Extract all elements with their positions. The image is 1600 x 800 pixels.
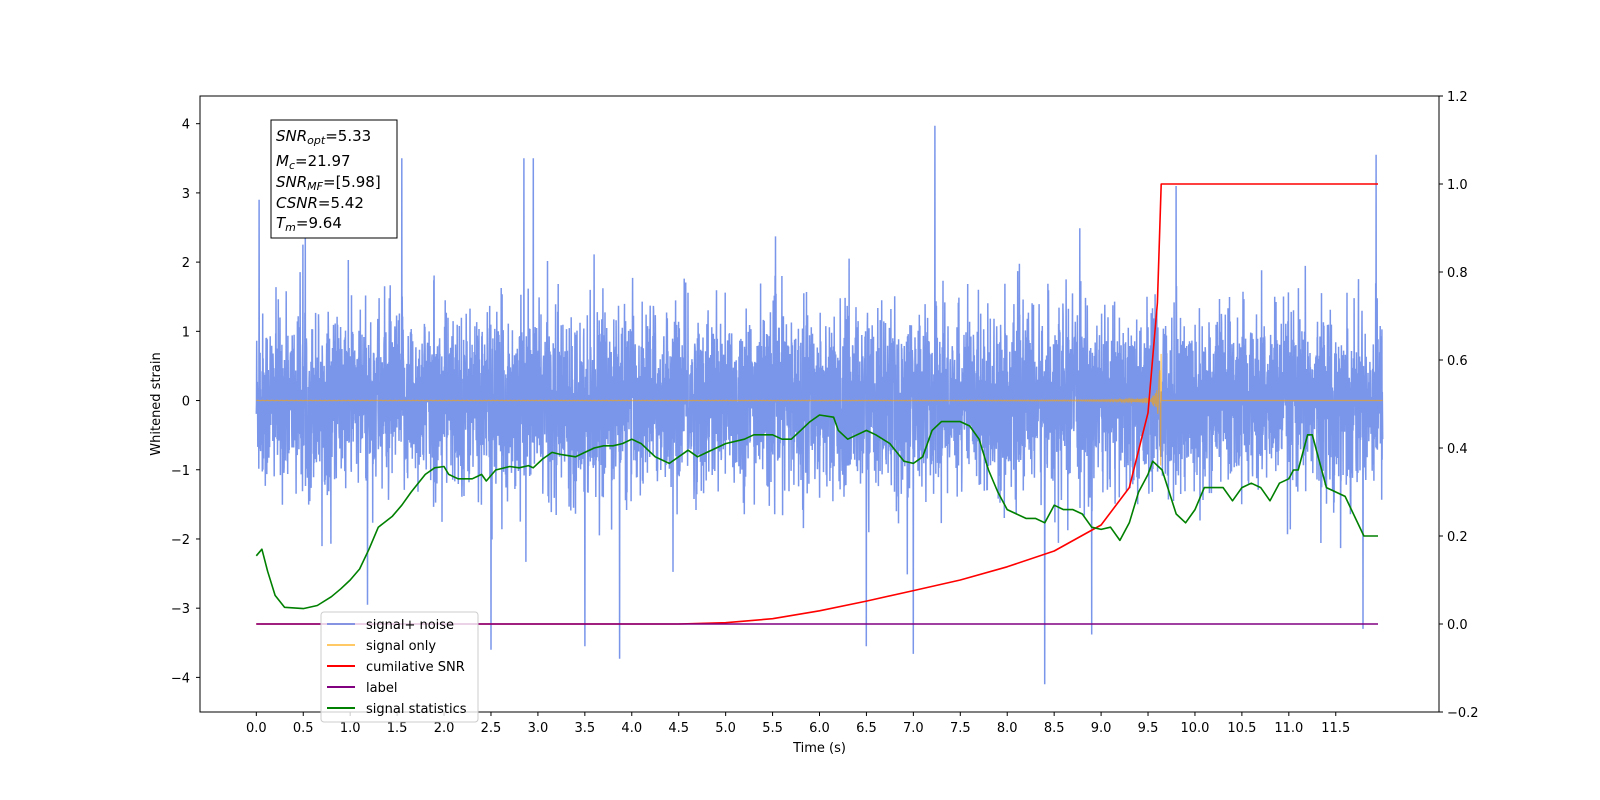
legend-frame [320,611,479,723]
x-tick-label: 2.0 [434,721,455,736]
x-tick-label: 9.0 [1091,721,1112,736]
x-tick-label: 7.0 [903,721,924,736]
x-tick-label: 0.5 [293,721,314,736]
y-axis-label: Whitened strain [149,352,164,455]
x-tick-label: 7.5 [950,721,971,736]
legend-entry: signal+ noise [366,618,454,633]
x-tick-label: 2.5 [481,721,502,736]
stats-mc: Mc=21.97 [276,152,351,172]
y-tick-label: −2 [171,533,190,548]
y-tick-label: 1 [182,325,190,340]
x-tick-label: 8.0 [997,721,1018,736]
x-tick-label: 1.0 [340,721,361,736]
y-tick-label: −4 [171,671,190,686]
legend-entry: cumilative SNR [366,660,465,675]
series-signal-statistics [255,414,1378,610]
y-right-tick-label: 0.8 [1447,266,1468,281]
stats-tm: Tm=9.64 [276,214,342,234]
y-right-tick-label: 1.2 [1447,90,1468,105]
x-axis-label: Time (s) [792,741,846,756]
x-tick-label: 1.5 [387,721,408,736]
x-tick-label: 6.0 [809,721,830,736]
x-tick-label: 4.0 [621,721,642,736]
stats-box-frame [270,119,398,239]
y-right-tick-label: 0.0 [1447,618,1468,633]
y-right-tick-label: −0.2 [1447,706,1479,721]
stats-snr-opt: SNRopt=5.33 [276,127,371,147]
y-tick-label: 0 [182,395,190,410]
y-tick-label: 2 [182,256,190,271]
x-tick-label: 0.0 [246,721,267,736]
legend-entry: signal only [366,639,436,654]
x-tick-label: 5.5 [762,721,783,736]
x-tick-label: 11.5 [1321,721,1350,736]
x-tick-label: 11.0 [1274,721,1303,736]
legend-entry: signal statistics [366,702,467,717]
y-right-tick-label: 0.6 [1447,354,1468,369]
x-tick-label: 3.0 [528,721,549,736]
x-tick-label: 6.5 [856,721,877,736]
stats-snr-mf: SNRMF=[5.98] [276,173,381,193]
y-tick-label: −1 [171,464,190,479]
y-right-tick-label: 0.4 [1447,442,1468,457]
x-tick-label: 3.5 [574,721,595,736]
y-tick-label: 3 [182,187,190,202]
x-tick-label: 5.0 [715,721,736,736]
stats-csnr: CSNR=5.42 [276,194,364,212]
y-right-tick-label: 0.2 [1447,530,1468,545]
x-tick-label: 4.5 [668,721,689,736]
x-tick-label: 10.5 [1227,721,1256,736]
x-tick-label: 9.5 [1138,721,1159,736]
legend: signal+ noise signal only cumilative SNR la… [320,611,479,723]
x-tick-label: 8.5 [1044,721,1065,736]
x-tick-label: 10.0 [1180,721,1209,736]
series-signal-only [256,353,1383,466]
y-tick-label: 4 [182,118,190,133]
y-right-tick-label: 1.0 [1447,178,1468,193]
stats-box: SNRopt=5.33 Mc=21.97 SNRMF=[5.98] CSNR=5… [270,119,398,239]
series-cumulative-snr [256,183,1378,625]
legend-entry: label [366,681,397,696]
y-tick-label: −3 [171,602,190,617]
